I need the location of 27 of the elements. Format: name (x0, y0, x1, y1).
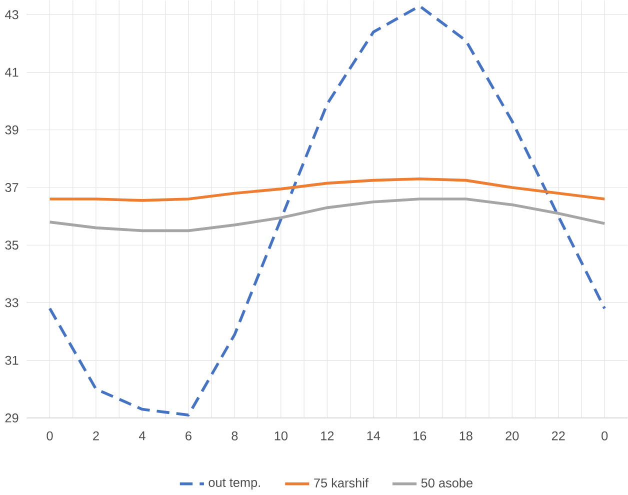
x-tick-label: 10 (274, 431, 288, 440)
y-tick-label: 35 (5, 240, 18, 250)
x-tick-label: 18 (460, 431, 472, 440)
x-tick-label: 14 (367, 431, 380, 440)
y-tick-label: 37 (5, 182, 18, 192)
x-tick-label: 4 (138, 431, 146, 440)
legend-label: 75 karshif (314, 478, 368, 488)
x-tick-label: 6 (186, 431, 192, 440)
x-tick-label: 0 (46, 431, 53, 440)
y-tick-label: 33 (5, 298, 18, 308)
y-tick-label: 29 (5, 413, 18, 422)
line-series (48, 177, 606, 202)
y-tick-label: 41 (5, 68, 18, 77)
x-tick-label: 8 (232, 431, 238, 440)
x-tick-label: 20 (506, 431, 519, 440)
x-tick-label: 2 (93, 431, 99, 440)
legend-label: out temp. (208, 478, 260, 490)
line-series (48, 4, 606, 416)
y-tick-label: 31 (5, 356, 18, 365)
line-series (48, 198, 606, 232)
x-tick-label: 16 (414, 431, 426, 440)
legend-label: 50 asobe (421, 478, 472, 488)
y-tick-label: 39 (5, 125, 18, 134)
y-tick-label: 43 (5, 10, 18, 20)
x-tick-label: 12 (321, 431, 334, 440)
x-tick-label: 0 (602, 431, 608, 440)
x-tick-label: 22 (552, 431, 565, 440)
